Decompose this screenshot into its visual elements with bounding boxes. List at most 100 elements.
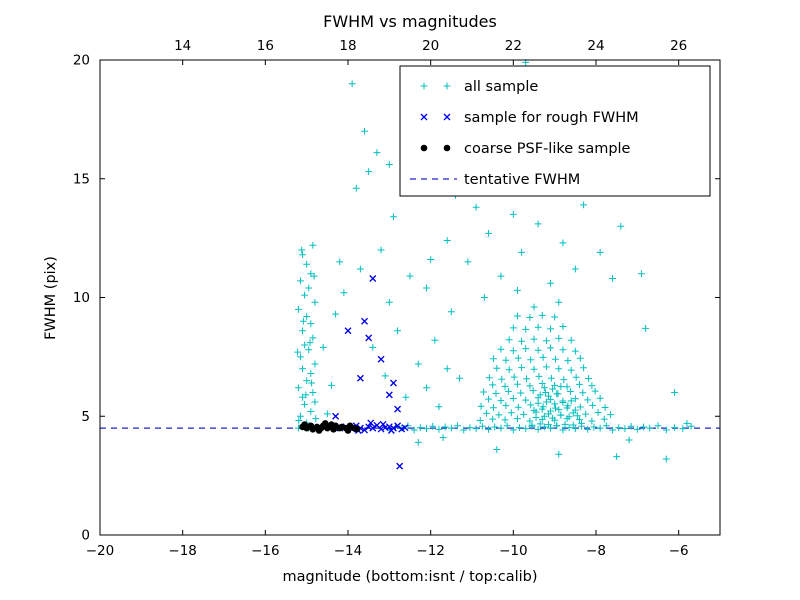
plus-marker [485, 395, 492, 403]
plus-marker [683, 419, 691, 427]
plus-marker [319, 343, 327, 351]
x-axis-label: magnitude (bottom:isnt / top:calib) [282, 569, 537, 585]
plus-marker [377, 246, 385, 254]
plus-marker [565, 424, 573, 432]
x-marker [420, 113, 428, 121]
x-marker [332, 412, 340, 420]
legend: all sample sample for rough FWHM coarse PS… [399, 65, 711, 197]
plus-marker [301, 400, 308, 408]
plus-marker [571, 265, 579, 273]
x-tick-label-top: 22 [505, 38, 522, 54]
plus-marker [625, 436, 633, 444]
plus-marker [547, 279, 554, 287]
x-tick-label-top: 26 [670, 38, 687, 54]
plus-marker [662, 426, 670, 434]
plus-marker [352, 184, 360, 192]
x-tick-label-bottom: −12 [416, 543, 445, 559]
plus-marker [535, 372, 543, 380]
plus-marker [557, 383, 565, 390]
x-marker [365, 423, 373, 431]
plus-marker [530, 335, 538, 343]
plus-marker [369, 343, 377, 351]
plus-marker [492, 390, 500, 397]
x-tick-label-bottom: −16 [251, 543, 280, 559]
plus-marker [576, 416, 583, 423]
plus-marker [545, 421, 552, 428]
plus-marker [410, 426, 418, 434]
plus-marker [567, 366, 575, 374]
plus-marker [563, 383, 571, 391]
x-tick-label-bottom: −18 [168, 543, 197, 559]
plus-marker [540, 384, 548, 392]
plus-marker [394, 327, 401, 335]
plus-marker [311, 398, 319, 406]
plus-marker [310, 272, 318, 280]
plus-marker [522, 325, 530, 333]
plus-marker [414, 360, 422, 368]
plus-marker [654, 422, 662, 430]
plus-marker [585, 375, 592, 382]
plus-marker [609, 275, 616, 282]
plus-marker [579, 389, 587, 397]
plus-marker [687, 422, 695, 430]
plus-marker [646, 424, 654, 432]
plus-marker [566, 388, 574, 395]
plus-marker [551, 313, 559, 321]
plus-marker [540, 412, 548, 420]
plus-marker [509, 324, 517, 332]
plus-marker [509, 347, 517, 355]
plus-marker [303, 377, 311, 385]
plus-marker [534, 323, 542, 331]
plus-marker [543, 337, 550, 345]
plus-marker [485, 425, 492, 433]
plus-marker [295, 305, 302, 313]
plus-marker [301, 291, 308, 299]
plus-marker [602, 422, 610, 430]
plus-marker [518, 364, 525, 371]
plus-marker [559, 346, 567, 354]
plus-marker [642, 324, 649, 332]
plus-marker [538, 311, 546, 319]
plus-marker [553, 422, 561, 430]
x-marker [387, 427, 395, 434]
x-marker [356, 374, 364, 382]
plus-marker [514, 415, 521, 423]
plus-marker [547, 407, 554, 415]
y-tick-label: 20 [73, 53, 90, 69]
x-marker [394, 405, 402, 413]
plus-marker [308, 379, 316, 387]
plus-marker [299, 251, 306, 259]
dot-marker [420, 144, 428, 152]
plus-marker [565, 413, 573, 421]
plus-marker [423, 425, 430, 432]
plus-marker [454, 422, 461, 430]
plus-marker [530, 303, 538, 311]
plus-marker [560, 376, 568, 384]
plus-marker [530, 365, 538, 373]
legend-label: sample for rough FWHM [464, 110, 639, 126]
plus-marker [522, 425, 530, 432]
x-marker [361, 317, 368, 325]
plus-marker [307, 408, 315, 415]
plus-marker [493, 364, 501, 372]
plus-marker [528, 422, 536, 430]
y-tick-label: 0 [81, 528, 90, 544]
plus-marker [509, 395, 517, 402]
plus-marker [571, 395, 579, 403]
plus-marker [497, 272, 505, 280]
plus-marker [429, 422, 437, 430]
plus-marker [478, 422, 486, 430]
plus-marker [561, 420, 569, 428]
plus-marker [381, 372, 389, 380]
plus-marker [679, 425, 687, 432]
plus-marker [557, 411, 565, 419]
plus-marker [555, 334, 563, 342]
plus-marker [309, 334, 317, 342]
plus-marker [312, 415, 320, 423]
plus-marker [309, 389, 317, 396]
legend-label: all sample [464, 79, 538, 95]
plus-marker [617, 222, 625, 230]
plus-marker [571, 347, 579, 355]
plus-marker [481, 294, 488, 301]
plus-marker [532, 414, 540, 421]
